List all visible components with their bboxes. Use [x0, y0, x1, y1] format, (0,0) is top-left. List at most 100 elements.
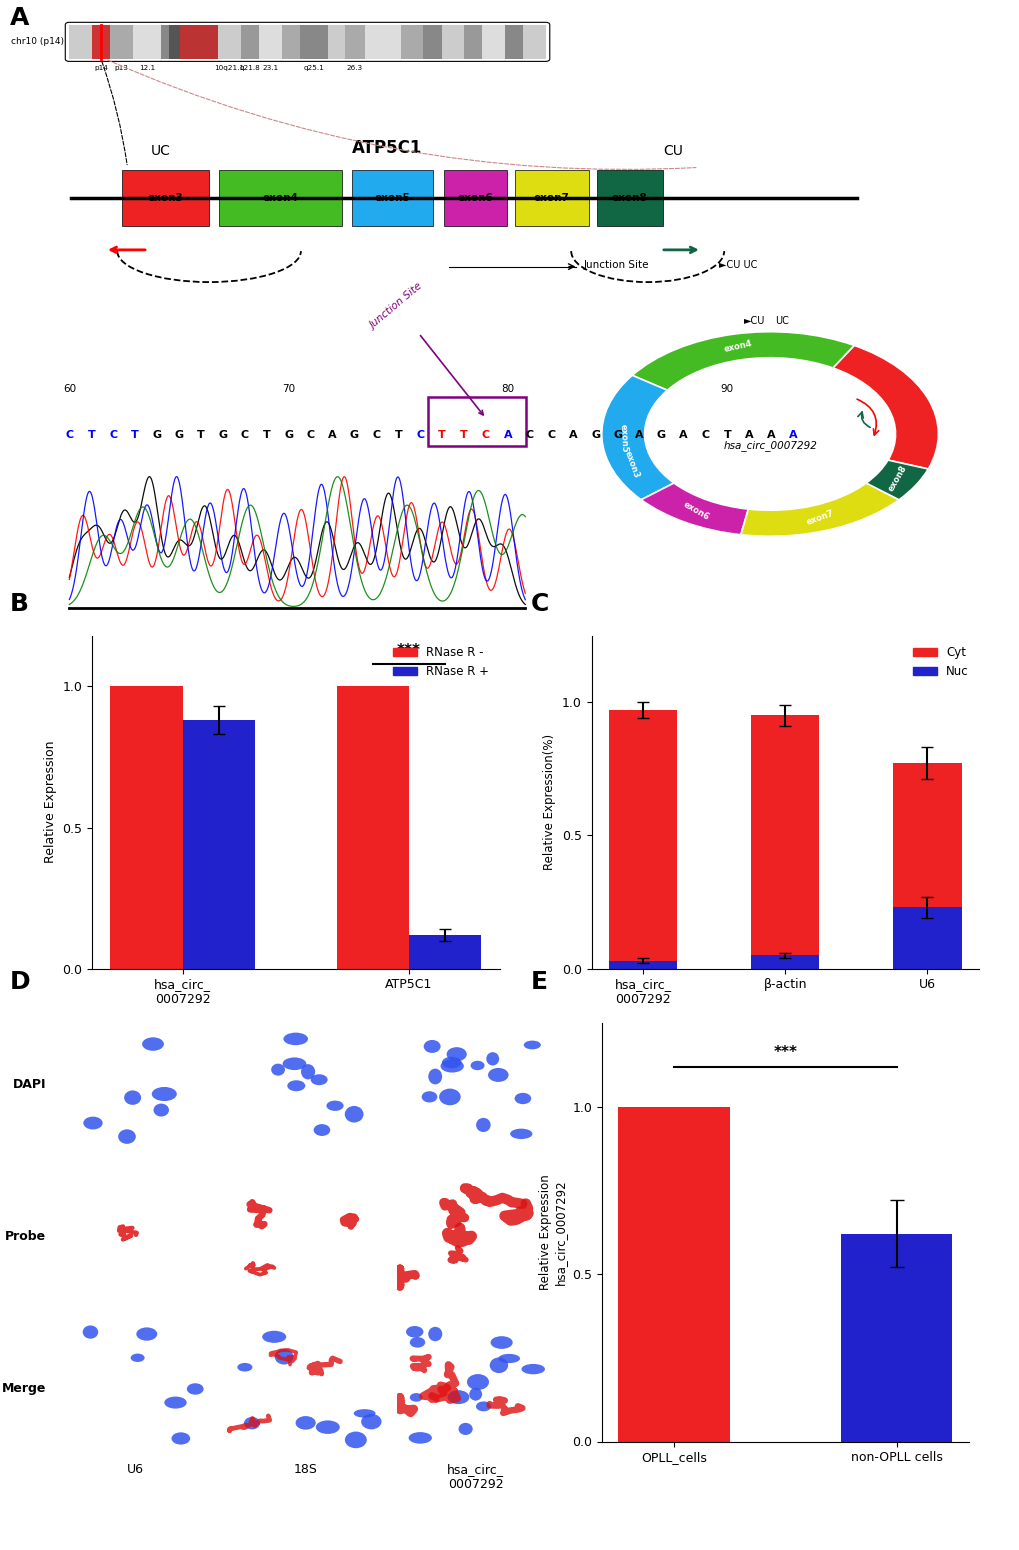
- Text: Merge: Merge: [1, 1383, 46, 1395]
- Ellipse shape: [470, 1060, 484, 1069]
- Wedge shape: [641, 484, 748, 535]
- Text: A: A: [635, 431, 643, 440]
- Bar: [893, 764, 961, 969]
- Y-axis label: Relative Expression: Relative Expression: [44, 741, 56, 863]
- Text: DAPI: DAPI: [12, 1079, 46, 1091]
- Bar: [259, 25, 281, 59]
- Ellipse shape: [296, 1417, 316, 1429]
- Ellipse shape: [301, 1065, 315, 1079]
- Text: Probe: Probe: [5, 1231, 46, 1243]
- Text: T: T: [263, 431, 270, 440]
- Ellipse shape: [274, 1348, 293, 1364]
- Text: exon7: exon7: [533, 194, 570, 203]
- Text: A: A: [569, 431, 578, 440]
- Bar: [110, 687, 182, 969]
- Bar: [400, 25, 423, 59]
- Ellipse shape: [421, 1091, 437, 1102]
- Ellipse shape: [171, 1432, 190, 1445]
- Ellipse shape: [137, 1327, 157, 1341]
- Bar: [464, 25, 482, 59]
- Text: A: A: [788, 431, 797, 440]
- Text: 12.1: 12.1: [139, 65, 155, 71]
- Text: exon6: exon6: [682, 501, 710, 522]
- Bar: [110, 25, 132, 59]
- Bar: [423, 25, 441, 59]
- Bar: [504, 25, 523, 59]
- Bar: [608, 710, 677, 969]
- Wedge shape: [833, 346, 937, 470]
- Bar: [344, 25, 365, 59]
- Ellipse shape: [510, 1128, 532, 1139]
- Text: exon3: exon3: [623, 449, 641, 479]
- Text: ►CU UC: ►CU UC: [718, 260, 757, 270]
- Y-axis label: Relative Expression(%): Relative Expression(%): [543, 735, 555, 870]
- Text: exon8: exon8: [886, 463, 908, 493]
- Bar: [336, 687, 409, 969]
- Bar: [443, 170, 506, 226]
- Ellipse shape: [514, 1093, 531, 1104]
- Text: C: C: [372, 431, 380, 440]
- Text: 23.1: 23.1: [262, 65, 278, 71]
- Text: C: C: [109, 431, 117, 440]
- Text: A: A: [10, 6, 30, 29]
- Ellipse shape: [423, 1040, 440, 1052]
- Ellipse shape: [406, 1325, 423, 1338]
- Text: 70: 70: [282, 384, 294, 394]
- Ellipse shape: [313, 1124, 330, 1136]
- Text: G: G: [591, 431, 599, 440]
- Text: q25.1: q25.1: [304, 65, 324, 71]
- Ellipse shape: [142, 1037, 164, 1051]
- Text: T: T: [460, 431, 468, 440]
- Bar: [300, 25, 328, 59]
- Text: G: G: [656, 431, 665, 440]
- Text: exon5: exon5: [618, 423, 628, 453]
- Bar: [618, 1107, 729, 1442]
- Text: exon7: exon7: [805, 508, 835, 527]
- Text: T: T: [438, 431, 445, 440]
- Ellipse shape: [428, 1327, 442, 1341]
- Text: UC: UC: [151, 144, 171, 158]
- Ellipse shape: [487, 1068, 508, 1082]
- Bar: [169, 25, 179, 59]
- Text: A: A: [328, 431, 336, 440]
- Bar: [179, 25, 218, 59]
- Ellipse shape: [124, 1090, 141, 1105]
- Text: CU: CU: [662, 144, 683, 158]
- Ellipse shape: [344, 1432, 367, 1448]
- Text: ***: ***: [396, 643, 421, 659]
- Bar: [219, 170, 341, 226]
- Ellipse shape: [237, 1362, 252, 1372]
- Ellipse shape: [316, 1420, 339, 1434]
- Text: exon4: exon4: [262, 194, 299, 203]
- Ellipse shape: [153, 1104, 169, 1116]
- Text: U6: U6: [126, 1463, 144, 1476]
- Bar: [281, 25, 300, 59]
- Text: q21.8: q21.8: [239, 65, 260, 71]
- Text: A: A: [744, 431, 753, 440]
- Text: C: C: [701, 431, 708, 440]
- Text: 80: 80: [501, 384, 514, 394]
- Bar: [608, 961, 677, 969]
- Ellipse shape: [486, 1052, 498, 1065]
- Bar: [240, 25, 259, 59]
- Text: 10q21.1: 10q21.1: [214, 65, 245, 71]
- Text: G: G: [153, 431, 161, 440]
- Text: exon5: exon5: [374, 194, 411, 203]
- Ellipse shape: [441, 1057, 462, 1068]
- Legend: RNase R -, RNase R +: RNase R -, RNase R +: [388, 642, 493, 682]
- Ellipse shape: [490, 1336, 513, 1348]
- Ellipse shape: [446, 1048, 467, 1062]
- Ellipse shape: [271, 1063, 284, 1076]
- Text: C: C: [307, 431, 314, 440]
- Ellipse shape: [262, 1331, 286, 1342]
- Text: D: D: [10, 970, 31, 994]
- Ellipse shape: [476, 1401, 490, 1412]
- Ellipse shape: [428, 1068, 441, 1085]
- Text: C: C: [416, 431, 424, 440]
- Bar: [365, 25, 400, 59]
- Ellipse shape: [83, 1325, 98, 1339]
- Text: 18S: 18S: [293, 1463, 317, 1476]
- Text: G: G: [284, 431, 292, 440]
- Bar: [441, 25, 464, 59]
- Ellipse shape: [287, 1080, 305, 1091]
